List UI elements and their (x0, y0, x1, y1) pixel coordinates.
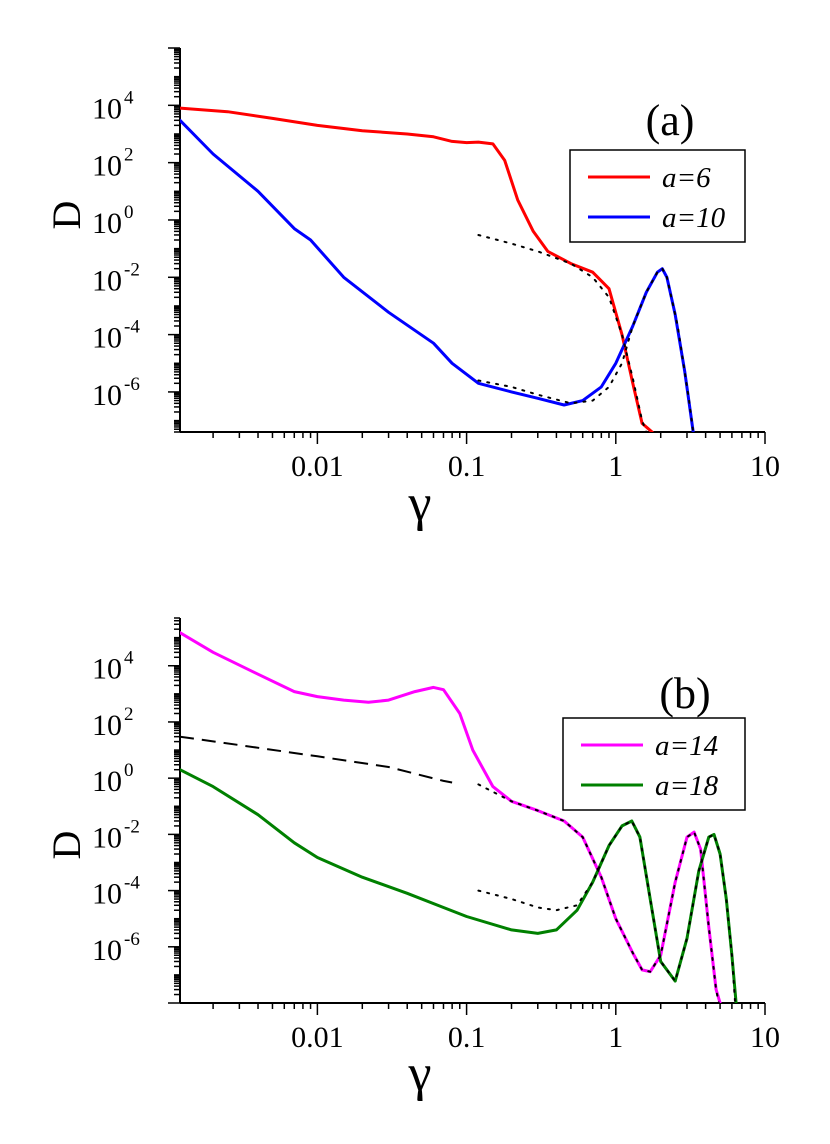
legend: a=6 a=10 (569, 149, 746, 243)
x-tick-label: 10 (750, 1021, 780, 1054)
x-axis-title: γ (408, 475, 432, 532)
y-tick-exponent: -2 (124, 259, 140, 280)
y-axis-title: D (44, 201, 89, 230)
y-tick-base: 10 (92, 709, 122, 742)
x-tick-label: 0.01 (291, 450, 344, 483)
legend-label: a=18 (655, 770, 719, 802)
legend: a=14 a=18 (562, 717, 746, 811)
y-tick-base: 10 (92, 653, 122, 686)
y-tick-label: 10 (92, 821, 122, 854)
series-line-a=6 (180, 106, 654, 432)
y-tick-base: 10 (92, 322, 122, 355)
asymptotic-dotted-line (477, 234, 648, 432)
legend-label: a=10 (662, 202, 726, 234)
series-group (180, 106, 695, 432)
y-tick-base: 10 (92, 934, 122, 967)
x-tick-label: 0.1 (448, 1021, 486, 1054)
y-tick-label: 10 (92, 92, 122, 125)
y-tick-base: 10 (92, 821, 122, 854)
y-tick-label: 10 (92, 653, 122, 686)
x-tick-label: 0.01 (291, 1021, 344, 1054)
y-tick-exponent: -4 (124, 873, 140, 894)
y-tick-label: 10 (92, 934, 122, 967)
y-axis-title: D (44, 831, 89, 860)
x-tick-label: 1 (608, 1021, 623, 1054)
y-tick-label: 10 (92, 709, 122, 742)
y-tick-exponent: -6 (124, 374, 140, 395)
y-tick-exponent: 2 (124, 704, 134, 725)
x-tick-label: 10 (750, 450, 780, 483)
y-tick-base: 10 (92, 150, 122, 183)
y-tick-label: 10 (92, 765, 122, 798)
asymptotic-dotted-line (477, 783, 720, 1003)
y-tick-base: 10 (92, 878, 122, 911)
y-tick-base: 10 (92, 92, 122, 125)
legend-label: a=6 (662, 162, 711, 194)
x-tick-label: 1 (608, 450, 623, 483)
y-tick-exponent: 2 (124, 145, 134, 166)
y-tick-base: 10 (92, 379, 122, 412)
legend-box (562, 717, 746, 811)
y-tick-label: 10 (92, 207, 122, 240)
y-tick-exponent: 4 (124, 87, 134, 108)
y-tick-exponent: -4 (124, 317, 140, 338)
y-tick-exponent: 0 (124, 202, 134, 223)
y-tick-label: 10 (92, 379, 122, 412)
y-tick-base: 10 (92, 207, 122, 240)
asymptotic-dashed-line (180, 735, 453, 784)
y-tick-exponent: 4 (124, 648, 134, 669)
y-tick-exponent: -2 (124, 816, 140, 837)
panel-label: (a) (646, 96, 695, 145)
legend-box (569, 149, 746, 243)
series-group (180, 631, 738, 1003)
panel-label: (b) (659, 669, 710, 718)
y-tick-label: 10 (92, 264, 122, 297)
legend-label: a=14 (655, 730, 718, 762)
y-tick-label: 10 (92, 878, 122, 911)
asymptotic-dotted-line (477, 267, 695, 432)
y-tick-exponent: -6 (124, 929, 140, 950)
y-tick-base: 10 (92, 264, 122, 297)
x-axis-title: γ (408, 1045, 432, 1102)
y-tick-base: 10 (92, 765, 122, 798)
y-tick-exponent: 0 (124, 760, 134, 781)
y-tick-label: 10 (92, 150, 122, 183)
y-tick-label: 10 (92, 322, 122, 355)
x-tick-label: 0.1 (448, 450, 486, 483)
asymptotic-dotted-line (477, 820, 737, 1003)
